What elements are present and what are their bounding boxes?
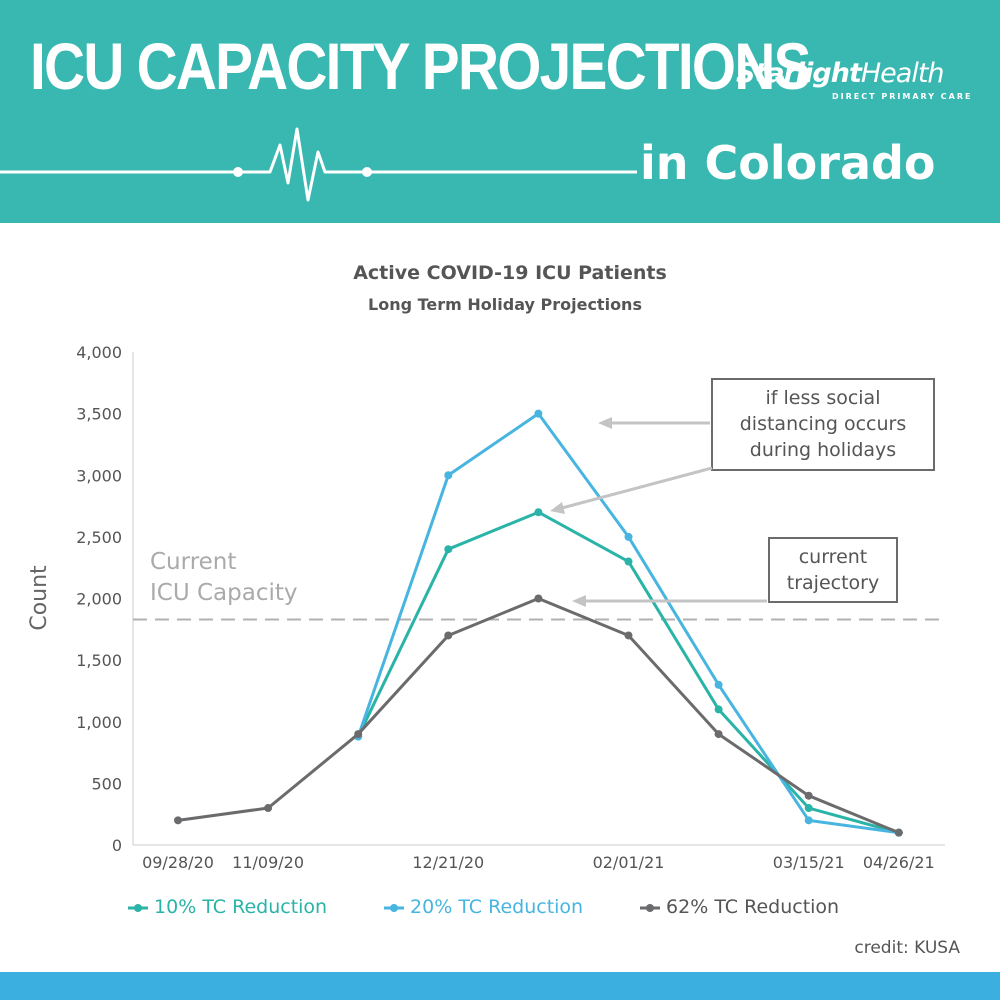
data-point-62pct <box>174 816 182 825</box>
legend-62pct-label: 62% TC Reduction <box>666 896 840 918</box>
capacity-label-line2: ICU Capacity <box>150 580 298 606</box>
starlight-health-logo: StarlightHealth DIRECT PRIMARY CARE <box>736 58 971 101</box>
header-banner: ICU CAPACITY PROJECTIONS StarlightHealth… <box>0 0 1000 223</box>
x-tick-label: 03/15/21 <box>773 853 845 872</box>
data-point-62pct <box>444 631 453 640</box>
data-point-62pct <box>894 828 903 837</box>
series-line-62pct <box>177 597 900 835</box>
data-point-62pct <box>714 730 723 739</box>
annotation-current-trajectory: current trajectory <box>572 537 898 607</box>
annotation-1-line-1: if less social <box>766 387 881 409</box>
logo-word-starlight: Starlight <box>736 58 862 89</box>
logo-tagline: DIRECT PRIMARY CARE <box>832 92 973 101</box>
page-title: ICU CAPACITY PROJECTIONS <box>30 29 811 103</box>
legend-20pct-label: 20% TC Reduction <box>410 896 584 918</box>
arrowhead-2 <box>550 502 565 514</box>
data-point-62pct <box>264 804 273 813</box>
annotation-2-line-2: trajectory <box>787 572 879 594</box>
legend-20pct: 20% TC Reduction <box>384 896 583 918</box>
legend-10pct-marker-icon <box>128 903 148 912</box>
data-point-20pct <box>714 680 723 689</box>
data-point-62pct <box>624 631 633 640</box>
y-tick-label: 4,000 <box>76 343 122 362</box>
y-axis-label: Count <box>27 565 52 631</box>
annotation-box-2 <box>768 537 898 603</box>
legend-62pct-marker-icon <box>640 903 660 912</box>
legend-20pct-marker-icon <box>384 903 404 912</box>
annotation-1-line-3: during holidays <box>750 439 896 461</box>
y-tick-label: 1,500 <box>76 651 122 670</box>
arrowhead-3 <box>572 595 586 607</box>
legend-10pct-label: 10% TC Reduction <box>154 896 328 918</box>
bottom-bar <box>0 972 1000 1000</box>
data-point-20pct <box>444 471 453 480</box>
x-tick-label: 11/09/20 <box>232 853 304 872</box>
credit-text: credit: KUSA <box>854 938 960 958</box>
annotation-box-1 <box>711 378 935 471</box>
annotation-less-distancing: if less social distancing occurs during … <box>550 378 935 514</box>
annotation-1-line-2: distancing occurs <box>740 413 907 435</box>
heartbeat-line-icon <box>0 127 637 202</box>
page-subtitle: in Colorado <box>640 136 936 190</box>
series-line-20pct <box>356 412 900 835</box>
x-tick-label: 09/28/20 <box>142 853 214 872</box>
chart-subtitle: Long Term Holiday Projections <box>368 295 642 314</box>
logo-word-health: Health <box>860 58 945 89</box>
x-tick-label: 12/21/20 <box>412 853 484 872</box>
y-tick-label: 0 <box>112 836 122 855</box>
y-tick-label: 2,500 <box>76 528 122 547</box>
data-point-62pct <box>804 791 813 800</box>
legend-62pct: 62% TC Reduction <box>640 896 839 918</box>
chart-title: Active COVID-19 ICU Patients <box>353 262 667 284</box>
x-tick-label: 02/01/21 <box>593 853 665 872</box>
legend-10pct: 10% TC Reduction <box>128 896 327 918</box>
data-point-20pct <box>804 816 813 825</box>
arrow-to-10pct-line <box>561 466 713 510</box>
arrowhead-1 <box>598 417 612 429</box>
data-point-10pct <box>714 705 723 714</box>
y-tick-label: 3,000 <box>76 466 122 485</box>
y-tick-label: 3,500 <box>76 405 122 424</box>
y-tick-label: 2,000 <box>76 590 122 609</box>
icu-line-chart: Active COVID-19 ICU Patients Long Term H… <box>27 262 945 872</box>
data-point-62pct <box>534 594 543 603</box>
data-point-20pct <box>624 532 633 541</box>
data-point-10pct <box>804 804 813 813</box>
y-tick-label: 500 <box>91 774 122 793</box>
capacity-label-line1: Current <box>150 549 236 575</box>
x-tick-label: 04/26/21 <box>863 853 935 872</box>
y-tick-label: 1,000 <box>76 713 122 732</box>
data-point-62pct <box>354 730 363 739</box>
data-point-10pct <box>534 508 543 517</box>
annotation-2-line-1: current <box>799 546 868 568</box>
data-point-10pct <box>624 557 633 566</box>
data-point-20pct <box>534 409 543 418</box>
data-point-10pct <box>444 545 453 554</box>
